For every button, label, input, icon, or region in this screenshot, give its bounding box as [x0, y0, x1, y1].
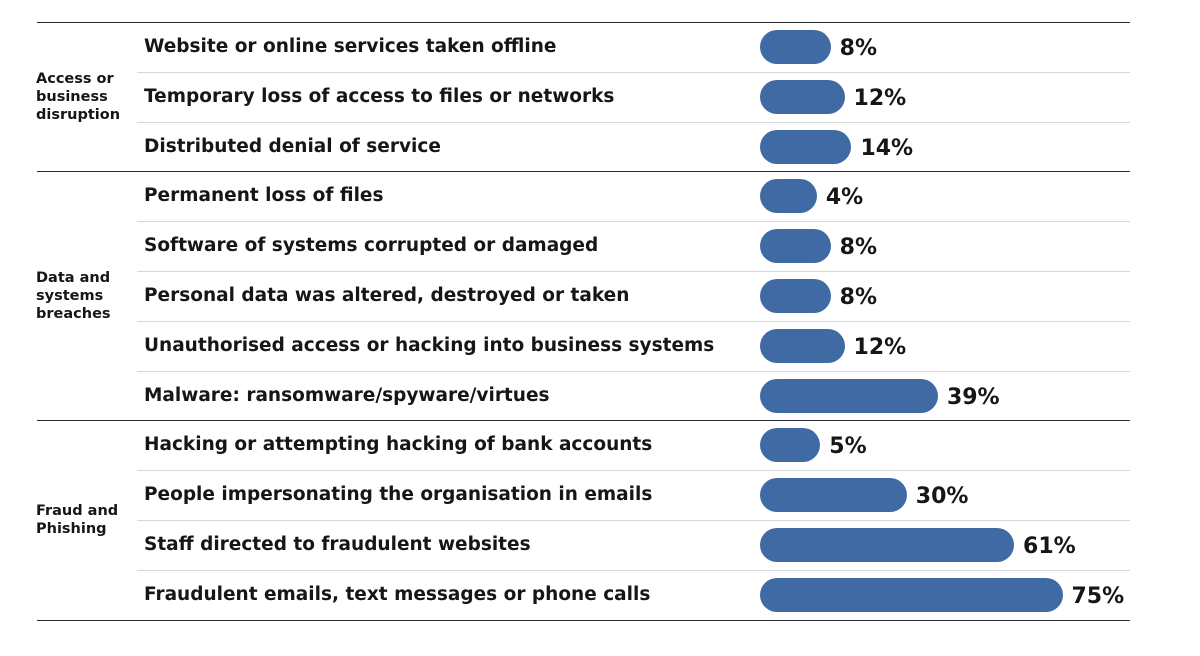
section-divider — [37, 22, 1130, 23]
bar — [760, 577, 1063, 612]
section-divider — [37, 619, 1130, 621]
row-divider — [137, 221, 1130, 223]
category-label: Hacking or attempting hacking of bank ac… — [144, 434, 653, 456]
category-label: Software of systems corrupted or damaged — [144, 235, 599, 257]
section-divider — [37, 171, 1130, 173]
category-label: Temporary loss of access to files or net… — [144, 85, 615, 107]
row-divider — [137, 520, 1130, 521]
data-label: 12% — [853, 85, 907, 111]
bar — [760, 79, 845, 114]
data-label: 39% — [946, 384, 1000, 410]
data-label: 8% — [839, 235, 878, 261]
category-label: Unauthorised access or hacking into busi… — [144, 334, 715, 356]
category-label: Distributed denial of service — [144, 135, 441, 157]
data-label: 5% — [829, 434, 867, 460]
row-divider — [137, 121, 1130, 123]
bar — [760, 428, 821, 463]
bar — [760, 29, 831, 64]
data-label: 14% — [860, 135, 914, 161]
data-label: 75% — [1071, 583, 1125, 609]
category-label: People impersonating the organisation in… — [144, 484, 653, 506]
bar — [760, 378, 938, 413]
row-divider — [137, 569, 1130, 571]
bar — [760, 129, 852, 164]
row-divider — [137, 71, 1130, 73]
group-label: Data and systems breaches — [36, 269, 111, 322]
section-divider — [37, 420, 1130, 422]
bar — [760, 229, 831, 264]
bar — [760, 278, 831, 313]
bar — [760, 328, 845, 363]
row-divider — [137, 370, 1130, 372]
data-label: 8% — [839, 35, 878, 61]
data-label: 61% — [1023, 533, 1076, 559]
data-label: 30% — [915, 484, 969, 510]
category-label: Staff directed to fraudulent websites — [144, 533, 531, 555]
data-label: 8% — [839, 284, 878, 310]
row-divider — [137, 320, 1130, 322]
group-label: Access or business disruption — [36, 70, 121, 123]
category-label: Website or online services taken offline — [144, 35, 557, 57]
data-label: 12% — [853, 334, 907, 360]
category-label: Fraudulent emails, text messages or phon… — [144, 583, 651, 605]
row-divider — [137, 271, 1130, 272]
category-label: Personal data was altered, destroyed or … — [144, 284, 630, 306]
bar — [760, 527, 1015, 562]
bar — [760, 179, 817, 214]
row-divider — [137, 470, 1130, 472]
category-label: Malware: ransomware/spyware/virtues — [144, 384, 550, 406]
group-label: Fraud and Phishing — [36, 503, 119, 537]
bar — [760, 478, 907, 513]
data-label: 4% — [825, 185, 864, 211]
category-label: Permanent loss of files — [144, 185, 384, 207]
